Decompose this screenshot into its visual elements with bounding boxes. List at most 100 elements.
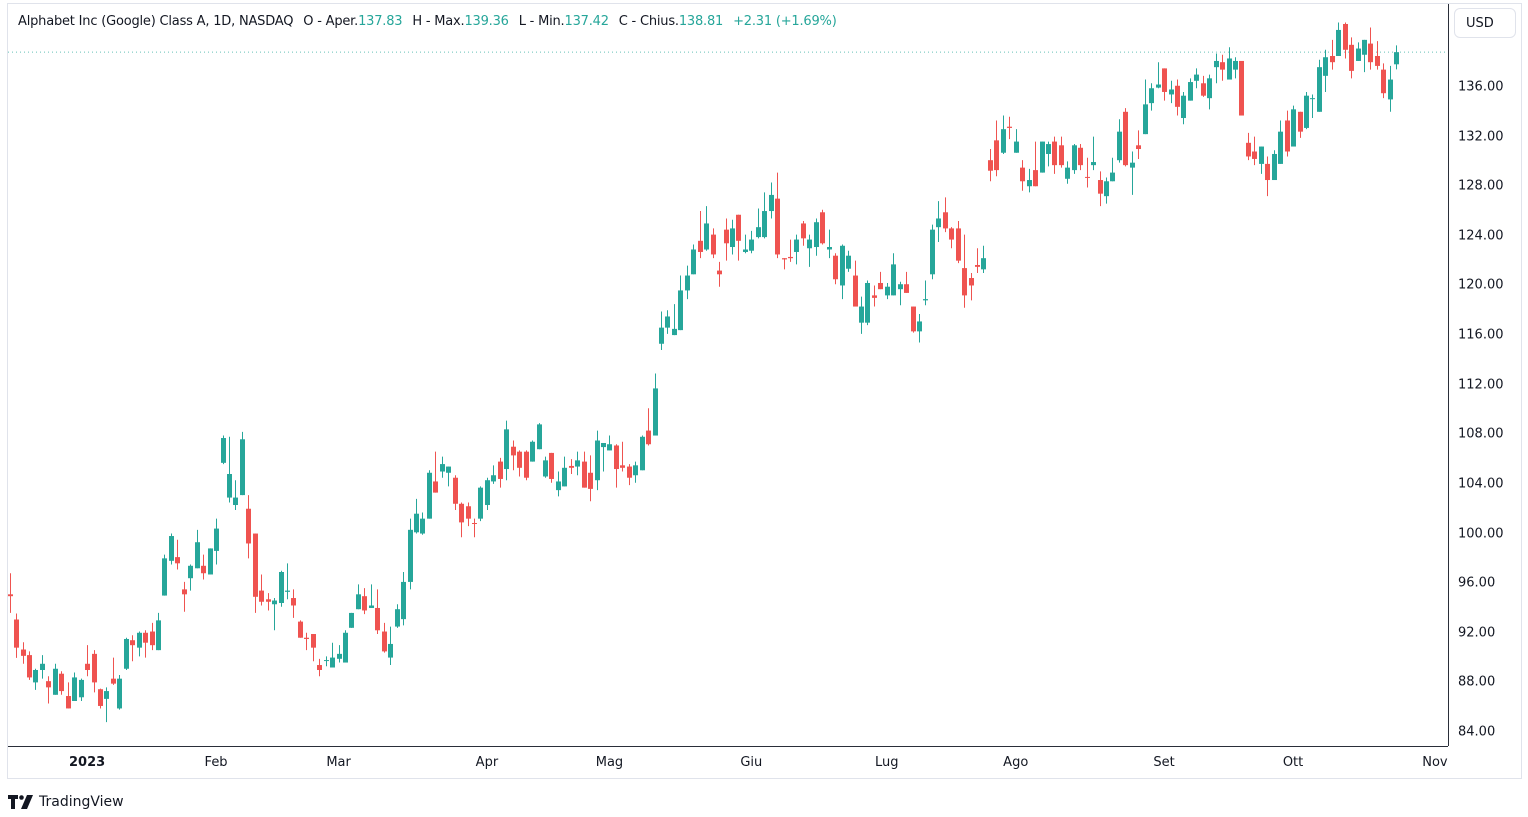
candle[interactable] bbox=[395, 604, 400, 628]
candle[interactable] bbox=[124, 637, 129, 670]
candle[interactable] bbox=[1123, 108, 1128, 167]
candle[interactable] bbox=[1375, 41, 1380, 70]
candle[interactable] bbox=[8, 573, 13, 613]
candle[interactable] bbox=[1317, 59, 1322, 112]
candle[interactable] bbox=[646, 408, 651, 446]
candle[interactable] bbox=[704, 206, 709, 251]
candle[interactable] bbox=[1162, 68, 1167, 101]
candle[interactable] bbox=[911, 306, 916, 333]
candle[interactable] bbox=[92, 650, 97, 693]
candle[interactable] bbox=[569, 459, 574, 475]
candle[interactable] bbox=[736, 214, 741, 261]
candle[interactable] bbox=[801, 220, 806, 246]
candle[interactable] bbox=[317, 658, 322, 677]
candle[interactable] bbox=[156, 612, 161, 651]
candle[interactable] bbox=[79, 678, 84, 701]
candle[interactable] bbox=[1239, 60, 1244, 116]
candle[interactable] bbox=[343, 630, 348, 663]
candle[interactable] bbox=[530, 440, 535, 462]
candle[interactable] bbox=[1343, 22, 1348, 59]
candle[interactable] bbox=[40, 655, 45, 679]
candle[interactable] bbox=[446, 466, 451, 487]
candle[interactable] bbox=[382, 622, 387, 653]
candle[interactable] bbox=[59, 671, 64, 695]
candle[interactable] bbox=[620, 441, 625, 472]
candle[interactable] bbox=[1065, 161, 1070, 184]
candle[interactable] bbox=[672, 304, 677, 336]
candle[interactable] bbox=[1349, 37, 1354, 79]
candle[interactable] bbox=[1330, 39, 1335, 70]
candle[interactable] bbox=[1394, 45, 1399, 70]
candle[interactable] bbox=[221, 435, 226, 465]
candle[interactable] bbox=[917, 313, 922, 343]
candle[interactable] bbox=[1265, 156, 1270, 197]
candle[interactable] bbox=[1136, 130, 1141, 159]
candle[interactable] bbox=[1181, 91, 1186, 125]
candle[interactable] bbox=[1278, 120, 1283, 164]
candle[interactable] bbox=[1040, 141, 1045, 173]
candle[interactable] bbox=[891, 253, 896, 296]
candle[interactable] bbox=[1214, 53, 1219, 84]
candle[interactable] bbox=[949, 227, 954, 249]
candle[interactable] bbox=[1336, 22, 1341, 56]
candle[interactable] bbox=[956, 220, 961, 264]
candle[interactable] bbox=[272, 598, 277, 631]
candle[interactable] bbox=[285, 563, 290, 600]
candle[interactable] bbox=[408, 518, 413, 590]
candle[interactable] bbox=[291, 589, 296, 618]
candle[interactable] bbox=[794, 234, 799, 265]
candle[interactable] bbox=[923, 280, 928, 306]
candle[interactable] bbox=[840, 244, 845, 300]
candle[interactable] bbox=[401, 571, 406, 626]
candle[interactable] bbox=[414, 498, 419, 534]
candle[interactable] bbox=[46, 676, 51, 704]
candle[interactable] bbox=[1368, 27, 1373, 70]
candle[interactable] bbox=[362, 588, 367, 615]
candle[interactable] bbox=[1285, 110, 1290, 157]
candle[interactable] bbox=[511, 440, 516, 471]
candle[interactable] bbox=[85, 645, 90, 677]
candle[interactable] bbox=[253, 533, 258, 613]
candle[interactable] bbox=[356, 584, 361, 610]
candle[interactable] bbox=[498, 457, 503, 488]
candle[interactable] bbox=[304, 632, 309, 651]
candle[interactable] bbox=[1078, 144, 1083, 171]
candle[interactable] bbox=[969, 273, 974, 301]
candle[interactable] bbox=[549, 452, 554, 483]
candle[interactable] bbox=[375, 589, 380, 635]
candle[interactable] bbox=[749, 230, 754, 254]
candle[interactable] bbox=[1117, 119, 1122, 163]
candle[interactable] bbox=[504, 420, 509, 481]
candle[interactable] bbox=[556, 471, 561, 497]
candle[interactable] bbox=[775, 172, 780, 259]
candle[interactable] bbox=[298, 620, 303, 638]
candle[interactable] bbox=[33, 668, 38, 690]
candle[interactable] bbox=[853, 260, 858, 307]
candle[interactable] bbox=[485, 477, 490, 510]
candle[interactable] bbox=[369, 584, 374, 608]
candle[interactable] bbox=[582, 451, 587, 488]
candle[interactable] bbox=[524, 450, 529, 481]
candle[interactable] bbox=[1149, 83, 1154, 111]
candle[interactable] bbox=[633, 461, 638, 483]
candle[interactable] bbox=[195, 529, 200, 569]
candle[interactable] bbox=[846, 250, 851, 272]
candle[interactable] bbox=[904, 271, 909, 293]
candle[interactable] bbox=[169, 533, 174, 565]
candle[interactable] bbox=[820, 209, 825, 245]
candle[interactable] bbox=[717, 261, 722, 287]
candle[interactable] bbox=[1194, 68, 1199, 89]
candle[interactable] bbox=[1007, 116, 1012, 140]
candle[interactable] bbox=[543, 456, 548, 478]
candle[interactable] bbox=[311, 634, 316, 662]
candle[interactable] bbox=[756, 208, 761, 239]
symbol-title[interactable]: Alphabet Inc (Google) Class A, 1D, NASDA… bbox=[18, 14, 294, 29]
candle[interactable] bbox=[975, 248, 980, 274]
candle[interactable] bbox=[1246, 132, 1251, 161]
candle[interactable] bbox=[279, 570, 284, 607]
candle[interactable] bbox=[730, 219, 735, 255]
candle[interactable] bbox=[427, 470, 432, 519]
candle[interactable] bbox=[1323, 49, 1328, 92]
candle[interactable] bbox=[14, 613, 19, 658]
